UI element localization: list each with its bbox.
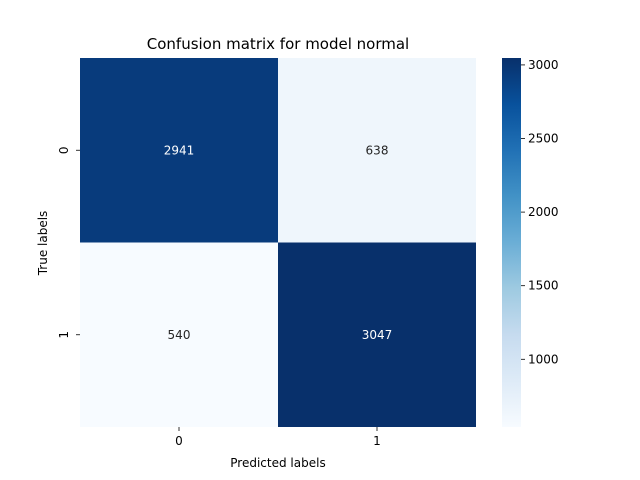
colorbar-tick-label: 3000 (528, 58, 559, 72)
y-tick-label: 0 (57, 146, 71, 154)
y-tick-label: 1 (57, 331, 71, 339)
x-axis-label: Predicted labels (230, 456, 325, 470)
colorbar-tick-label: 2000 (528, 205, 559, 219)
cell-value-label: 638 (366, 143, 389, 157)
heatmap-cells: 2941 638 540 3047 (80, 58, 476, 427)
chart-title: Confusion matrix for model normal (147, 35, 409, 53)
heatmap-cell (80, 242, 278, 427)
colorbar-tick-label: 2500 (528, 132, 559, 146)
heatmap-cell (278, 58, 476, 243)
cell-value-label: 2941 (164, 143, 195, 157)
colorbar-tick-label: 1000 (528, 352, 559, 366)
heatmap-cell (278, 242, 476, 427)
colorbar-ticks: 1000 1500 2000 2500 3000 (521, 58, 559, 366)
y-axis-ticks: 01 (57, 146, 80, 339)
cell-value-label: 540 (168, 328, 191, 342)
cell-value-label: 3047 (362, 328, 393, 342)
colorbar (502, 58, 521, 427)
x-tick-label: 0 (175, 434, 183, 448)
colorbar-tick-label: 1500 (528, 279, 559, 293)
x-tick-label: 1 (373, 434, 381, 448)
heatmap-cell (80, 58, 278, 243)
y-axis-label: True labels (36, 211, 50, 277)
